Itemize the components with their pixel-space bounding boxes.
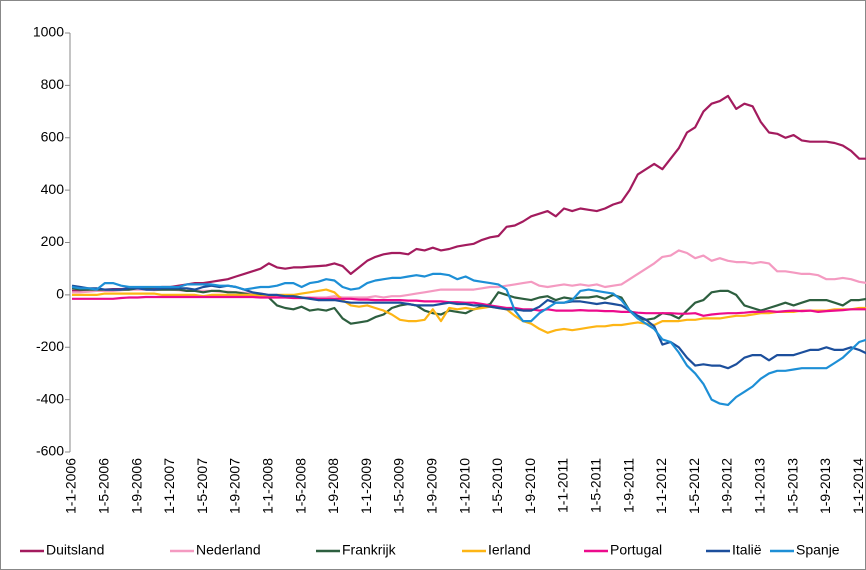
y-tick-label: 200 — [41, 233, 65, 249]
y-tick-label: 800 — [41, 76, 65, 92]
x-tick-label: 1-9-2007 — [227, 458, 243, 514]
x-tick-label: 1-9-2008 — [325, 458, 341, 514]
y-tick-label: 0 — [56, 286, 64, 302]
x-tick-label: 1-9-2013 — [817, 458, 833, 514]
series-line — [71, 272, 866, 406]
x-tick-label: 1-5-2013 — [784, 458, 800, 514]
x-tick-label: 1-1-2006 — [63, 458, 79, 514]
legend-label: Nederland — [196, 542, 261, 558]
y-tick-label: 1000 — [33, 24, 64, 40]
x-tick-label: 1-1-2009 — [358, 458, 374, 514]
x-tick-label: 1-1-2014 — [850, 458, 866, 514]
x-tick-label: 1-1-2010 — [456, 458, 472, 514]
x-tick-label: 1-5-2009 — [391, 458, 407, 514]
legend-label: Spanje — [796, 542, 840, 558]
x-tick-label: 1-1-2007 — [161, 458, 177, 514]
y-tick-label: 400 — [41, 181, 65, 197]
legend-label: Italië — [732, 542, 762, 558]
x-tick-label: 1-9-2010 — [522, 458, 538, 514]
y-tick-label: 600 — [41, 128, 65, 144]
series-line — [72, 94, 866, 292]
x-tick-label: 1-9-2011 — [620, 458, 636, 513]
y-tick-label: -200 — [36, 338, 64, 354]
legend-label: Portugal — [610, 542, 662, 558]
y-tick-label: -400 — [36, 390, 64, 406]
series-line — [71, 287, 866, 325]
legend-label: Frankrijk — [342, 542, 397, 558]
x-tick-label: 1-5-2007 — [194, 458, 210, 514]
y-tick-label: -600 — [36, 443, 64, 459]
series-line — [71, 284, 866, 370]
x-tick-label: 1-1-2011 — [555, 458, 571, 513]
x-tick-label: 1-9-2006 — [128, 458, 144, 514]
x-tick-label: 1-5-2006 — [96, 458, 112, 514]
x-tick-label: 1-5-2012 — [686, 458, 702, 514]
x-tick-label: 1-9-2012 — [719, 458, 735, 514]
legend-label: Duitsland — [46, 542, 104, 558]
legend-label: Ierland — [488, 542, 531, 558]
x-tick-label: 1-1-2013 — [752, 458, 768, 514]
x-tick-label: 1-1-2012 — [653, 458, 669, 514]
x-tick-label: 1-5-2008 — [292, 458, 308, 514]
x-tick-label: 1-1-2008 — [260, 458, 276, 514]
x-tick-label: 1-9-2009 — [424, 458, 440, 514]
series-line — [72, 249, 866, 299]
x-tick-label: 1-5-2011 — [588, 458, 604, 513]
x-tick-label: 1-5-2010 — [489, 458, 505, 514]
series-line — [72, 295, 866, 317]
